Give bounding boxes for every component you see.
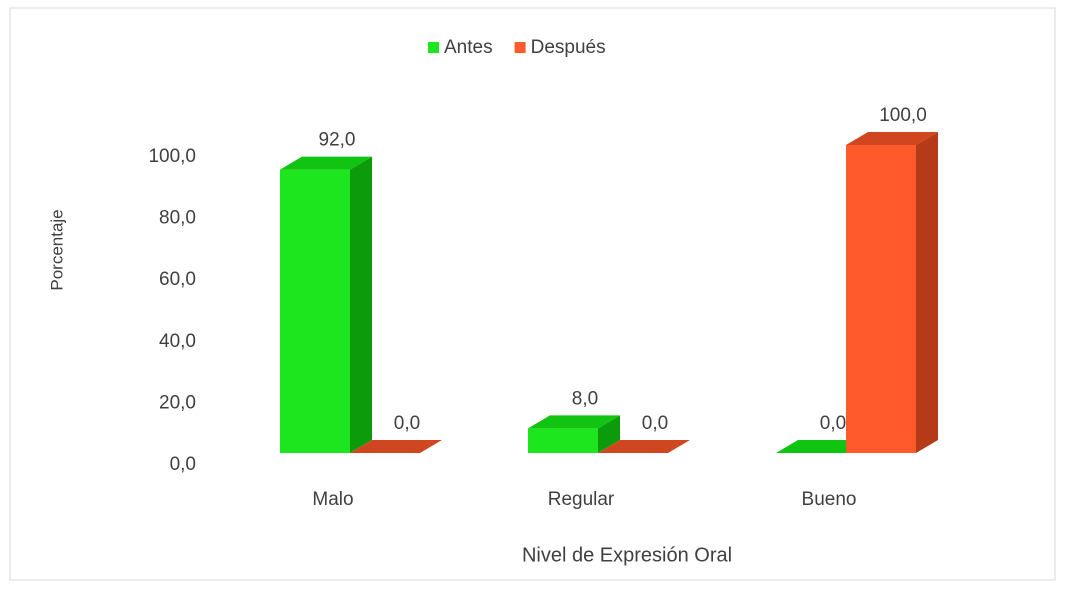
legend-swatch: [428, 42, 439, 53]
data-label: 0,0: [642, 413, 668, 434]
y-axis-title: Porcentaje: [47, 209, 66, 290]
bar-top: [846, 132, 938, 145]
legend-label: Después: [531, 37, 606, 58]
bar: [280, 169, 350, 453]
bar-side: [350, 156, 372, 453]
bar-side: [598, 415, 620, 453]
bar-top: [776, 440, 868, 453]
x-tick-label: Bueno: [802, 489, 857, 510]
y-tick-label: 20,0: [159, 392, 196, 413]
x-axis-title: Nivel de Expresión Oral: [522, 544, 732, 566]
data-label: 0,0: [394, 413, 420, 434]
legend-label: Antes: [444, 37, 493, 58]
y-tick-label: 80,0: [159, 208, 196, 229]
x-tick-label: Malo: [312, 489, 353, 510]
data-label: 0,0: [820, 413, 846, 434]
bar-top: [598, 440, 690, 453]
y-tick-label: 40,0: [159, 331, 196, 352]
x-tick-label: Regular: [548, 489, 615, 510]
bar-top: [280, 156, 372, 170]
y-tick-label: 100,0: [148, 146, 196, 167]
bar: [846, 145, 916, 453]
y-tick-label: 60,0: [159, 269, 196, 290]
legend-swatch: [514, 42, 526, 53]
data-label: 92,0: [319, 130, 356, 151]
data-label: 100,0: [879, 105, 927, 126]
y-tick-label: 0,0: [170, 454, 196, 475]
bar: [528, 428, 598, 453]
bar-top: [350, 440, 442, 453]
data-label: 8,0: [572, 388, 598, 409]
bar-top: [528, 415, 620, 429]
bar-side: [916, 132, 938, 453]
